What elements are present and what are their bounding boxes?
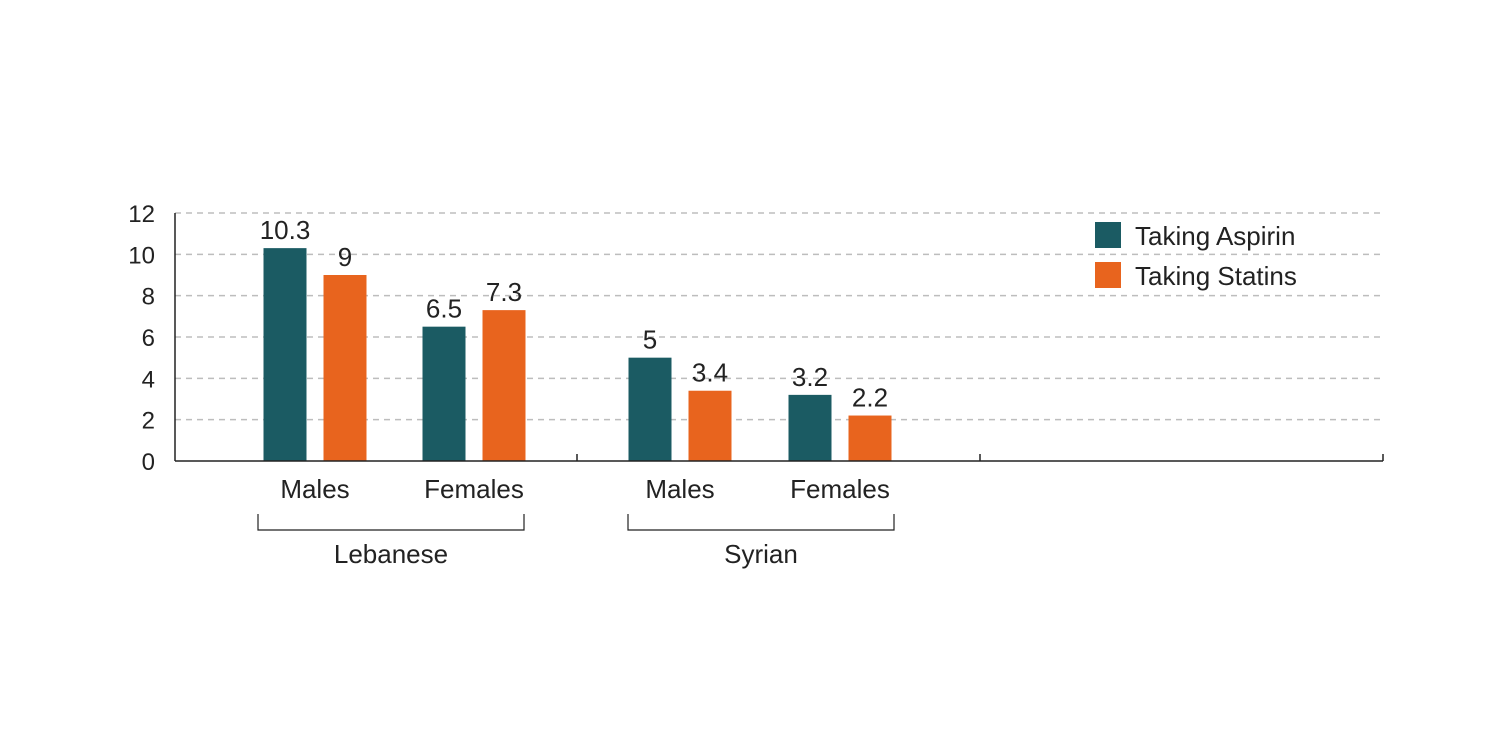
grid-lines [175, 212, 1383, 421]
x-category-label: Females [790, 474, 890, 504]
x-category-label: Males [280, 474, 349, 504]
labels: 0 2 4 6 8 10 12 10.3 6.5 5 3.2 9 7.3 3.4 2.2 Males Femal… [128, 201, 890, 569]
bars [263, 248, 892, 461]
y-tick-label: 4 [142, 366, 155, 393]
group-bracket [627, 514, 895, 531]
y-tick-label: 0 [142, 449, 155, 476]
bar-taking-aspirin-0 [263, 248, 307, 461]
legend-swatch [1095, 222, 1121, 248]
data-label: 7.3 [486, 277, 522, 307]
legend-swatch [1095, 262, 1121, 288]
bar-taking-aspirin-2 [628, 357, 672, 461]
y-tick-label: 8 [142, 284, 155, 311]
y-tick-label: 6 [142, 325, 155, 352]
data-label: 5 [643, 325, 657, 355]
bar-taking-aspirin-3 [788, 394, 832, 461]
group-label: Lebanese [334, 539, 448, 569]
data-label: 3.2 [792, 362, 828, 392]
y-tick-label: 2 [142, 408, 155, 435]
y-tick-label: 12 [128, 201, 155, 228]
bar-taking-statins-0 [323, 275, 367, 461]
legend: Taking Aspirin Taking Statins [1095, 221, 1297, 291]
bar-taking-statins-1 [482, 310, 526, 461]
data-label: 10.3 [260, 215, 311, 245]
data-label: 9 [338, 242, 352, 272]
bar-taking-statins-2 [688, 390, 732, 461]
legend-label: Taking Aspirin [1135, 221, 1295, 251]
legend-label: Taking Statins [1135, 261, 1297, 291]
data-label: 3.4 [692, 358, 728, 388]
data-label: 2.2 [852, 383, 888, 413]
group-label: Syrian [724, 539, 798, 569]
data-label: 6.5 [426, 294, 462, 324]
bar-taking-aspirin-1 [422, 326, 466, 461]
bar-taking-statins-3 [848, 415, 892, 461]
x-category-label: Females [424, 474, 524, 504]
x-category-label: Males [645, 474, 714, 504]
y-tick-label: 10 [128, 242, 155, 269]
group-bracket [257, 514, 525, 531]
axes [174, 213, 1384, 531]
